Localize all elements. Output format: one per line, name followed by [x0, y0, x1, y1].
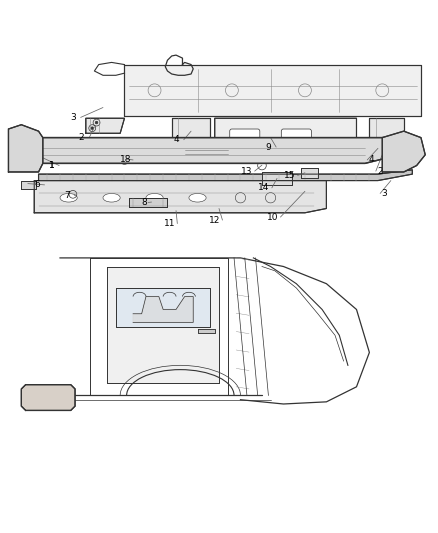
Polygon shape: [86, 118, 124, 133]
Text: 2: 2: [377, 167, 383, 175]
FancyBboxPatch shape: [132, 141, 229, 161]
Polygon shape: [28, 387, 67, 407]
FancyBboxPatch shape: [230, 129, 260, 146]
Ellipse shape: [60, 193, 77, 202]
Polygon shape: [34, 181, 326, 213]
Ellipse shape: [189, 193, 206, 202]
Text: 6: 6: [34, 180, 40, 189]
Text: 1: 1: [49, 161, 54, 170]
Text: 3: 3: [381, 189, 387, 198]
Text: 14: 14: [258, 183, 270, 192]
Text: 8: 8: [141, 198, 147, 207]
Circle shape: [95, 122, 98, 124]
Polygon shape: [369, 118, 404, 140]
Polygon shape: [198, 329, 215, 333]
FancyBboxPatch shape: [273, 142, 303, 159]
Ellipse shape: [146, 193, 163, 202]
Circle shape: [122, 157, 127, 161]
Text: 18: 18: [120, 156, 131, 165]
Ellipse shape: [103, 193, 120, 202]
Text: 1: 1: [49, 161, 54, 170]
Text: 4: 4: [173, 135, 179, 144]
Polygon shape: [262, 172, 292, 185]
Text: 9: 9: [265, 142, 271, 151]
Polygon shape: [116, 288, 210, 327]
Polygon shape: [215, 118, 357, 157]
Circle shape: [91, 127, 94, 130]
Polygon shape: [172, 118, 210, 138]
Text: 5: 5: [37, 403, 42, 412]
Text: 7: 7: [64, 191, 70, 200]
Text: 12: 12: [209, 215, 220, 224]
FancyBboxPatch shape: [234, 142, 264, 159]
Text: 13: 13: [241, 167, 253, 175]
Polygon shape: [129, 198, 167, 207]
Polygon shape: [17, 138, 399, 164]
FancyBboxPatch shape: [281, 129, 311, 146]
Polygon shape: [389, 152, 404, 161]
Polygon shape: [21, 385, 75, 410]
Polygon shape: [382, 131, 425, 172]
Polygon shape: [300, 168, 318, 179]
Polygon shape: [124, 64, 421, 116]
Text: 11: 11: [164, 219, 175, 228]
Polygon shape: [14, 148, 32, 157]
Text: 4: 4: [369, 156, 374, 165]
Polygon shape: [107, 266, 219, 383]
Text: 10: 10: [267, 213, 279, 222]
Polygon shape: [133, 296, 193, 322]
Polygon shape: [39, 170, 412, 181]
Polygon shape: [21, 181, 36, 189]
Text: 2: 2: [79, 133, 85, 142]
Polygon shape: [8, 125, 43, 172]
Text: 3: 3: [70, 113, 76, 122]
Text: 15: 15: [284, 171, 296, 180]
